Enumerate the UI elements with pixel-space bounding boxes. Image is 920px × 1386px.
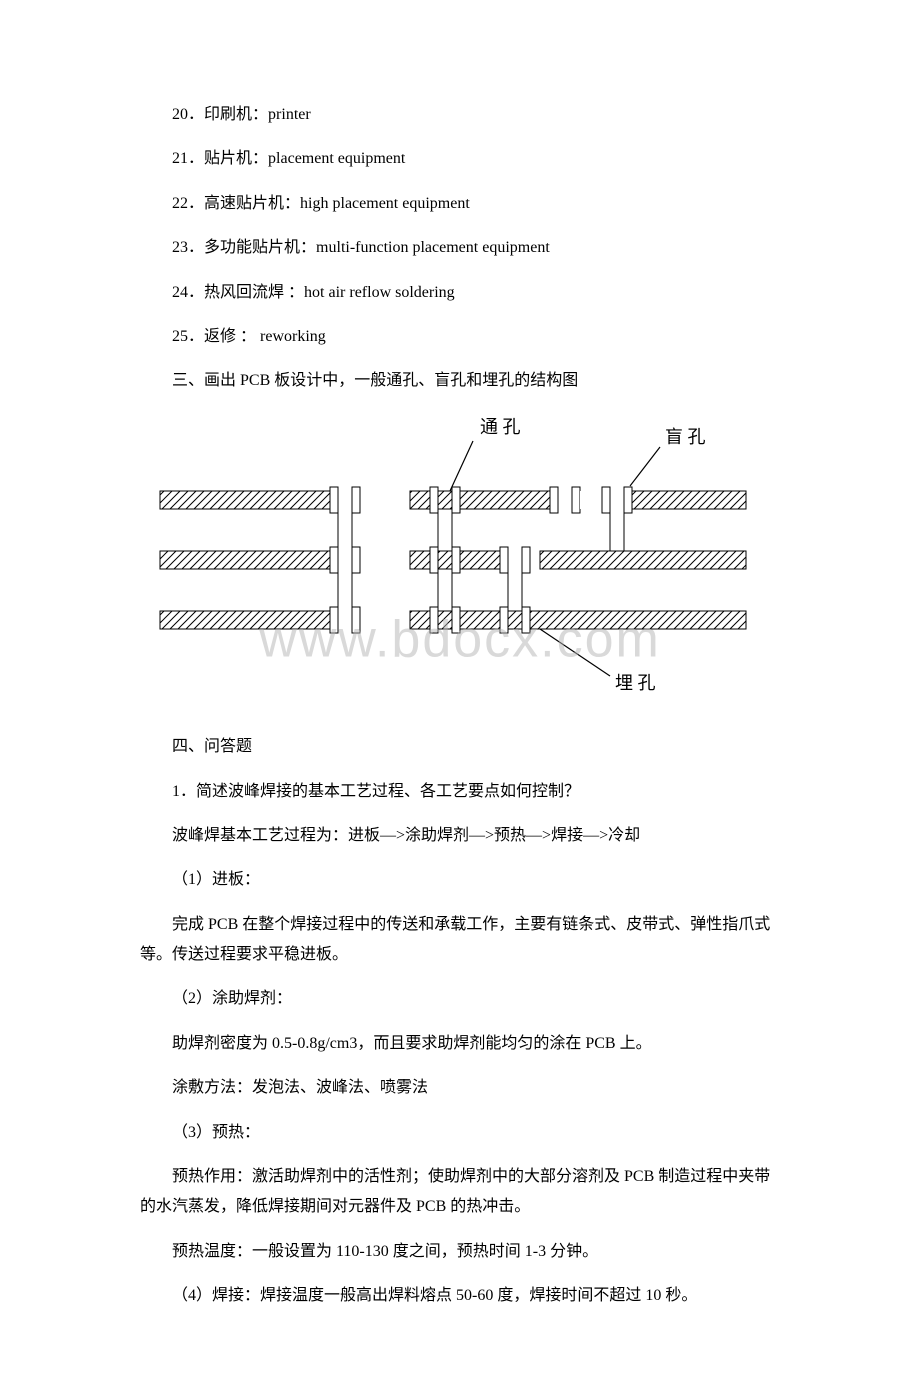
step2-title: （2）涂助焊剂： — [140, 984, 780, 1014]
section-3-title: 三、画出 PCB 板设计中，一般通孔、盲孔和埋孔的结构图 — [140, 366, 780, 396]
label-through: 通 孔 — [480, 417, 521, 437]
step3-body1: 预热作用：激活助焊剂中的活性剂；使助焊剂中的大部分溶剂及 PCB 制造过程中夹带… — [140, 1162, 780, 1223]
section-4-title: 四、问答题 — [140, 732, 780, 762]
term-21: 21．贴片机：placement equipment — [140, 144, 780, 174]
pcb-via-diagram: 通 孔 盲 孔 — [140, 411, 780, 712]
label-buried: 埋 孔 — [615, 673, 656, 693]
step3-title: （3）预热： — [140, 1118, 780, 1148]
term-20: 20．印刷机：printer — [140, 100, 780, 130]
term-24: 24．热风回流焊 ：hot air reflow soldering — [140, 278, 780, 308]
label-blind: 盲 孔 — [665, 427, 706, 447]
term-25: 25．返修 ： reworking — [140, 322, 780, 352]
step2-body2: 涂敷方法：发泡法、波峰法、喷雾法 — [140, 1073, 780, 1103]
pcb-svg: 通 孔 盲 孔 — [140, 411, 780, 701]
step1-body: 完成 PCB 在整个焊接过程中的传送和承载工作，主要有链条式、皮带式、弹性指爪式… — [140, 910, 780, 971]
term-text: 20 — [172, 106, 188, 123]
term-23: 23．多功能贴片机：multi-function placement equip… — [140, 233, 780, 263]
step1-title: （1）进板： — [140, 865, 780, 895]
step2-body1: 助焊剂密度为 0.5-0.8g/cm3，而且要求助焊剂能均匀的涂在 PCB 上。 — [140, 1029, 780, 1059]
step4: （4）焊接：焊接温度一般高出焊料熔点 50-60 度，焊接时间不超过 10 秒。 — [140, 1281, 780, 1311]
q1: 1．简述波峰焊接的基本工艺过程、各工艺要点如何控制？ — [140, 777, 780, 807]
process-line: 波峰焊基本工艺过程为：进板—>涂助焊剂—>预热—>焊接—>冷却 — [140, 821, 780, 851]
term-22: 22．高速贴片机：high placement equipment — [140, 189, 780, 219]
step3-body2: 预热温度：一般设置为 110-130 度之间，预热时间 1-3 分钟。 — [140, 1237, 780, 1267]
